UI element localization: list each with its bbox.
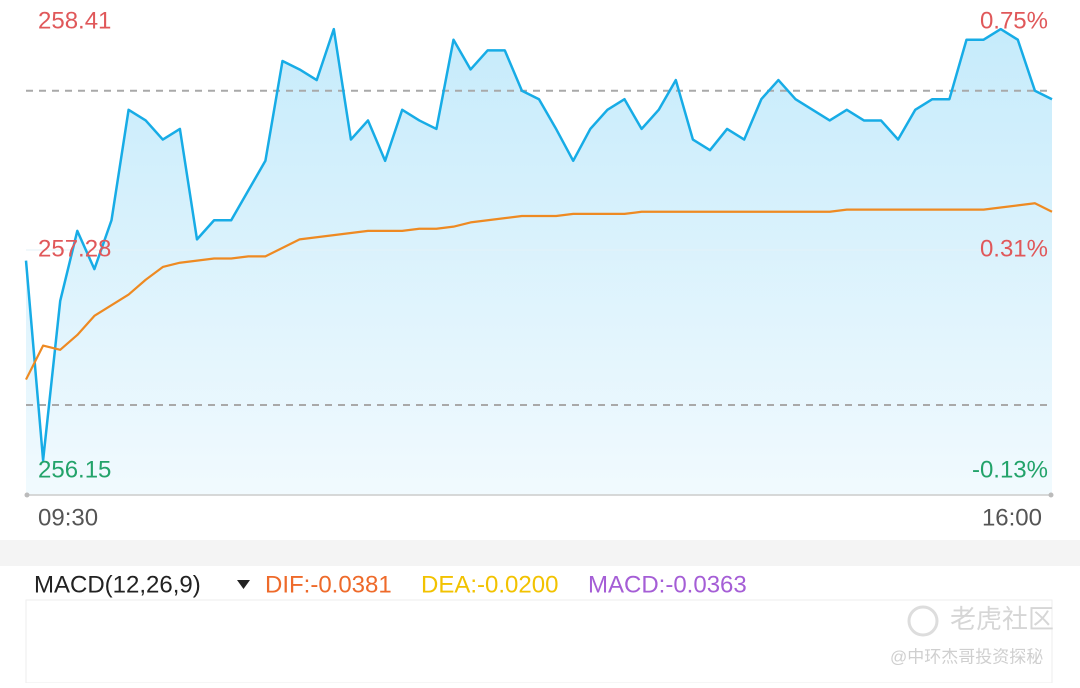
dif-label: DIF:-0.0381 [265, 571, 392, 598]
separator [0, 540, 1080, 566]
y2-tick-label: 0.75% [980, 7, 1048, 34]
watermark-logo [907, 605, 939, 637]
x-tick [1048, 492, 1054, 498]
y-tick-label: 256.15 [38, 456, 111, 483]
macd-title[interactable]: MACD(12,26,9) [34, 571, 201, 598]
y2-tick-label: -0.13% [972, 456, 1048, 483]
dropdown-arrow[interactable] [237, 580, 250, 589]
macd-label: MACD:-0.0363 [588, 571, 747, 598]
price-area [26, 29, 1052, 495]
y-tick-label: 257.28 [38, 235, 111, 262]
dea-label: DEA:-0.0200 [421, 571, 558, 598]
macd-header: MACD(12,26,9) DIF:-0.0381 DEA:-0.0200 MA… [34, 571, 747, 598]
watermark-author: @中环杰哥投资探秘 [890, 647, 1043, 666]
y2-tick-label: 0.31% [980, 235, 1048, 262]
x-tick-label: 09:30 [38, 504, 98, 531]
watermark-brand: 老虎社区 [950, 604, 1054, 634]
average-line [25, 202, 1053, 381]
x-tick-label: 16:00 [982, 504, 1042, 531]
macd-panel [25, 599, 1053, 684]
y-tick-label: 258.41 [38, 7, 111, 34]
price-line [24, 27, 1053, 462]
x-tick [24, 492, 30, 498]
